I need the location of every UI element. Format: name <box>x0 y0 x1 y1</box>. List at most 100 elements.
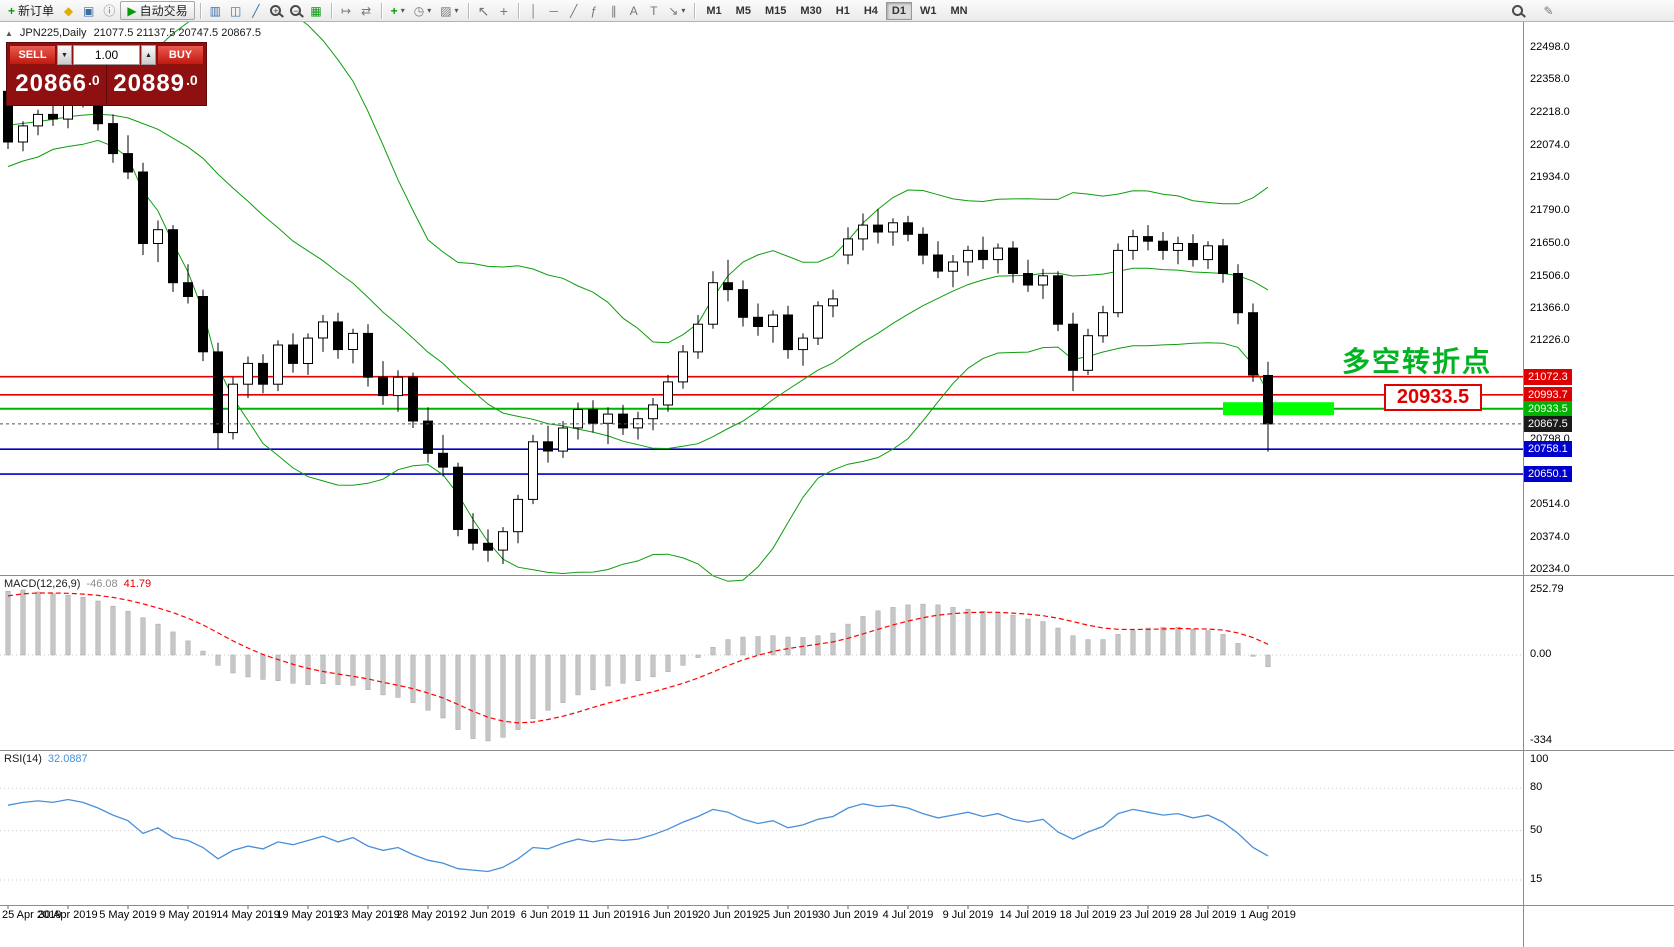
line-chart-button[interactable]: ╱ <box>246 1 265 20</box>
sell-price-main: 20866 <box>15 70 88 97</box>
info-icon: ⓘ <box>103 3 116 18</box>
zoom-out-icon: − <box>290 5 302 16</box>
new-order-button[interactable]: + 新订单 <box>4 1 58 20</box>
clock-icon: ◷ <box>413 3 425 18</box>
spin-up-icon: ▲ <box>145 51 152 59</box>
volume-input[interactable]: 1.00 <box>73 45 140 65</box>
candlestick-chart-button[interactable]: ◫ <box>226 1 245 20</box>
buy-price[interactable]: 20889 .0 <box>107 65 204 103</box>
buy-price-main: 20889 <box>113 70 186 97</box>
macd-signal-line <box>7 592 1269 724</box>
macd-title: MACD(12,26,9) <box>4 578 81 590</box>
templates-button[interactable]: ▨ ▾ <box>436 1 462 20</box>
chart-shift-icon: ⇄ <box>361 3 372 18</box>
vertical-line-icon: │ <box>530 3 538 18</box>
rsi-value: 32.0887 <box>47 753 88 765</box>
rsi-title: RSI(14) <box>4 753 42 765</box>
date-axis-separator <box>0 905 1674 906</box>
autotrading-button[interactable]: ▶ 自动交易 <box>120 1 195 20</box>
bar-chart-icon: ▥ <box>209 3 221 18</box>
arrows-button[interactable]: ↘ ▾ <box>664 1 689 20</box>
new-order-icon: + <box>8 3 16 18</box>
fibonacci-button[interactable]: ƒ <box>584 1 603 20</box>
sell-price[interactable]: 20866 .0 <box>9 65 107 103</box>
auto-scroll-button[interactable]: ↦ <box>337 1 356 20</box>
line-chart-icon: ╱ <box>252 3 260 18</box>
price-scale-border <box>1523 22 1524 947</box>
fibonacci-icon: ƒ <box>590 3 598 18</box>
arrows-icon: ↘ <box>668 3 679 18</box>
crosshair-button[interactable]: + <box>494 1 513 20</box>
toolbar-separator <box>518 2 520 19</box>
terminal-button[interactable]: ▣ <box>79 1 98 20</box>
indicators-button[interactable]: + ▾ <box>387 1 409 20</box>
label-icon: T <box>650 3 658 18</box>
toolbar-separator <box>467 2 469 19</box>
horizontal-line-button[interactable]: ─ <box>544 1 563 20</box>
timeframe-button-h4[interactable]: H4 <box>863 4 878 17</box>
label-button[interactable]: T <box>644 1 663 20</box>
crosshair-icon: + <box>499 2 508 19</box>
cursor-icon: ↖ <box>477 2 490 19</box>
rsi-panel-separator[interactable] <box>0 750 1674 751</box>
timeframe-button-mn[interactable]: MN <box>950 4 968 17</box>
timeframe-button-h1[interactable]: H1 <box>835 4 850 17</box>
volume-increase-button[interactable]: ▲ <box>141 45 156 65</box>
timeframe-button-d1[interactable]: D1 <box>885 1 912 20</box>
turning-point-annotation: 多空转折点 <box>1342 346 1493 377</box>
zoom-in-button[interactable]: + <box>266 1 285 20</box>
macd-legend: MACD(12,26,9) -46.08 41.79 <box>4 578 151 590</box>
zoom-in-icon: + <box>270 5 282 16</box>
timeframe-button-w1[interactable]: W1 <box>919 4 937 17</box>
tile-windows-icon: ▦ <box>310 3 322 18</box>
new-order-label: 新订单 <box>18 4 55 18</box>
buy-price-decimal: .0 <box>186 71 198 88</box>
toolbar-right-group: ✎ <box>1508 1 1558 20</box>
macd-value: -46.08 <box>86 578 118 590</box>
metaeditor-button[interactable]: ◆ <box>59 1 78 20</box>
toolbar-separator <box>199 2 201 19</box>
cursor-button[interactable]: ↖ <box>474 1 494 20</box>
edit-button[interactable]: ✎ <box>1539 1 1558 20</box>
periods-button[interactable]: ◷ ▾ <box>410 1 436 20</box>
timeframe-button-m1[interactable]: M1 <box>706 4 722 17</box>
terminal-icon: ▣ <box>83 3 95 18</box>
vertical-line-button[interactable]: │ <box>524 1 543 20</box>
ohlc-values: 21077.5 21137.5 20747.5 20867.5 <box>93 27 261 39</box>
channel-icon: ∥ <box>610 3 617 18</box>
toolbar-separator <box>694 2 696 19</box>
channel-button[interactable]: ∥ <box>604 1 623 20</box>
rsi-line <box>7 798 1269 873</box>
candlestick-series <box>3 79 1273 564</box>
templates-icon: ▨ <box>440 3 452 18</box>
chart-shift-button[interactable]: ⇄ <box>357 1 376 20</box>
search-button[interactable] <box>1508 1 1527 20</box>
symbol-title: JPN225,Daily <box>19 27 87 39</box>
macd-panel-separator[interactable] <box>0 575 1674 576</box>
tile-windows-button[interactable]: ▦ <box>306 1 325 20</box>
volume-decrease-button[interactable]: ▼ <box>57 45 72 65</box>
trendline-icon: ╱ <box>570 3 578 18</box>
spin-down-icon: ▼ <box>61 51 68 59</box>
trendline-button[interactable]: ╱ <box>564 1 583 20</box>
rsi-legend: RSI(14) 32.0887 <box>4 753 88 765</box>
chevron-down-icon: ▾ <box>454 6 459 15</box>
timeframe-button-m30[interactable]: M30 <box>800 4 822 17</box>
buy-button[interactable]: BUY <box>157 45 204 65</box>
autotrading-label: 自动交易 <box>139 4 188 18</box>
toolbar: + 新订单 ◆ ▣ ⓘ ▶ 自动交易 ▥ ◫ ╱ + − ▦ ↦ ⇄ + ▾ ◷ ▾… <box>0 0 1674 22</box>
about-button[interactable]: ⓘ <box>99 1 119 20</box>
timeframe-button-m5[interactable]: M5 <box>735 4 751 17</box>
play-icon: ▶ <box>127 3 137 18</box>
sell-price-decimal: .0 <box>88 71 100 88</box>
sell-button[interactable]: SELL <box>9 45 56 65</box>
candlestick-chart-icon: ◫ <box>229 3 242 18</box>
timeframe-button-m15[interactable]: M15 <box>764 4 787 17</box>
text-icon: A <box>629 3 638 18</box>
one-click-collapse-icon[interactable]: ▲ <box>5 28 13 38</box>
text-button[interactable]: A <box>624 1 643 20</box>
zoom-out-button[interactable]: − <box>286 1 305 20</box>
bar-chart-button[interactable]: ▥ <box>206 1 225 20</box>
